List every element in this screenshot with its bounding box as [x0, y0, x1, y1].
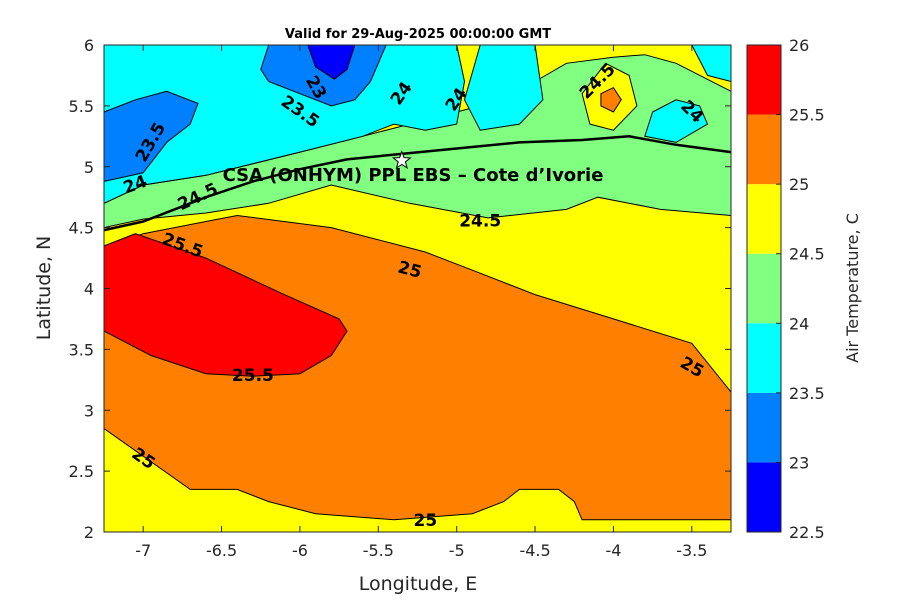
contour-region-8 — [644, 99, 709, 143]
colorbar-tick-label: 23 — [789, 453, 809, 472]
colorbar-swatch — [747, 323, 781, 393]
contour-region-5 — [260, 45, 387, 107]
colorbar-tick-label: 26 — [789, 36, 809, 55]
y-axis: 2 2.5 3 3.5 4 4.5 5 5.5 6 — [69, 36, 731, 542]
y-tick-label: 2 — [84, 523, 94, 542]
colorbar-tick-label: 25 — [789, 175, 809, 194]
colorbar-tick-label: 22.5 — [789, 523, 825, 542]
y-tick-label: 5.5 — [69, 97, 94, 116]
contour-label-9: 24.5 — [459, 212, 501, 232]
y-tick-label: 6 — [84, 36, 94, 55]
colorbar-tick-label: 24.5 — [789, 245, 825, 264]
colorbar-frame — [746, 44, 782, 533]
contour-region-1 — [104, 233, 348, 377]
colorbar-swatch — [747, 184, 781, 254]
colorbar-tick-label: 23.5 — [789, 384, 825, 403]
coastline — [104, 135, 731, 232]
x-tick-label: -4.5 — [519, 541, 550, 560]
colorbar-swatch — [747, 114, 781, 185]
y-tick-label: 3.5 — [69, 340, 94, 359]
contour-region-6 — [307, 45, 356, 80]
contour-label-15: 25 — [414, 511, 438, 531]
contour-region-11 — [691, 45, 731, 83]
y-tick-label: 5 — [84, 158, 94, 177]
colorbar-tick-label: 25.5 — [789, 106, 825, 125]
colorbar-swatch — [747, 253, 781, 324]
contour-region-10 — [600, 86, 622, 113]
contour-label-12: 25.5 — [232, 366, 274, 386]
x-tick-label: -6.5 — [206, 541, 237, 560]
y-tick-label: 2.5 — [69, 462, 94, 481]
site-marker-star-icon — [391, 150, 412, 170]
x-tick-label: -5.5 — [363, 541, 394, 560]
chart-title: Valid for 29-Aug-2025 00:00:00 GMT — [285, 27, 551, 42]
x-tick-label: -4 — [605, 541, 621, 560]
contour-region-4 — [104, 90, 199, 182]
x-axis-label: Longitude, E — [359, 573, 478, 595]
x-tick-label: -6 — [292, 541, 308, 560]
y-axis-label: Latitude, N — [33, 236, 55, 341]
colorbar-swatch — [747, 45, 781, 115]
coastline-layer — [104, 135, 731, 232]
x-tick-label: -5 — [449, 541, 465, 560]
colorbar-label: Air Temperature, C — [843, 213, 862, 363]
y-tick-label: 4.5 — [69, 219, 94, 238]
x-axis: -7 -6.5 -6 -5.5 -5 -4.5 -4 -3.5 — [135, 45, 707, 560]
x-tick-label: -7 — [135, 541, 151, 560]
x-tick-label: -3.5 — [676, 541, 707, 560]
contour-region-7 — [463, 45, 544, 131]
colorbar-swatch — [747, 392, 781, 463]
contour-region-3 — [104, 45, 466, 204]
site-label: CSA (ONHYM) PPL EBS – Cote d’Ivorie — [223, 165, 604, 186]
colorbar-swatch — [747, 462, 781, 532]
colorbar: 22.5 23 23.5 24 24.5 25 25.5 26 — [746, 36, 825, 542]
contour-regions — [104, 45, 731, 521]
y-tick-label: 3 — [84, 401, 94, 420]
colorbar-tick-label: 24 — [789, 314, 809, 333]
y-tick-label: 4 — [84, 280, 94, 299]
